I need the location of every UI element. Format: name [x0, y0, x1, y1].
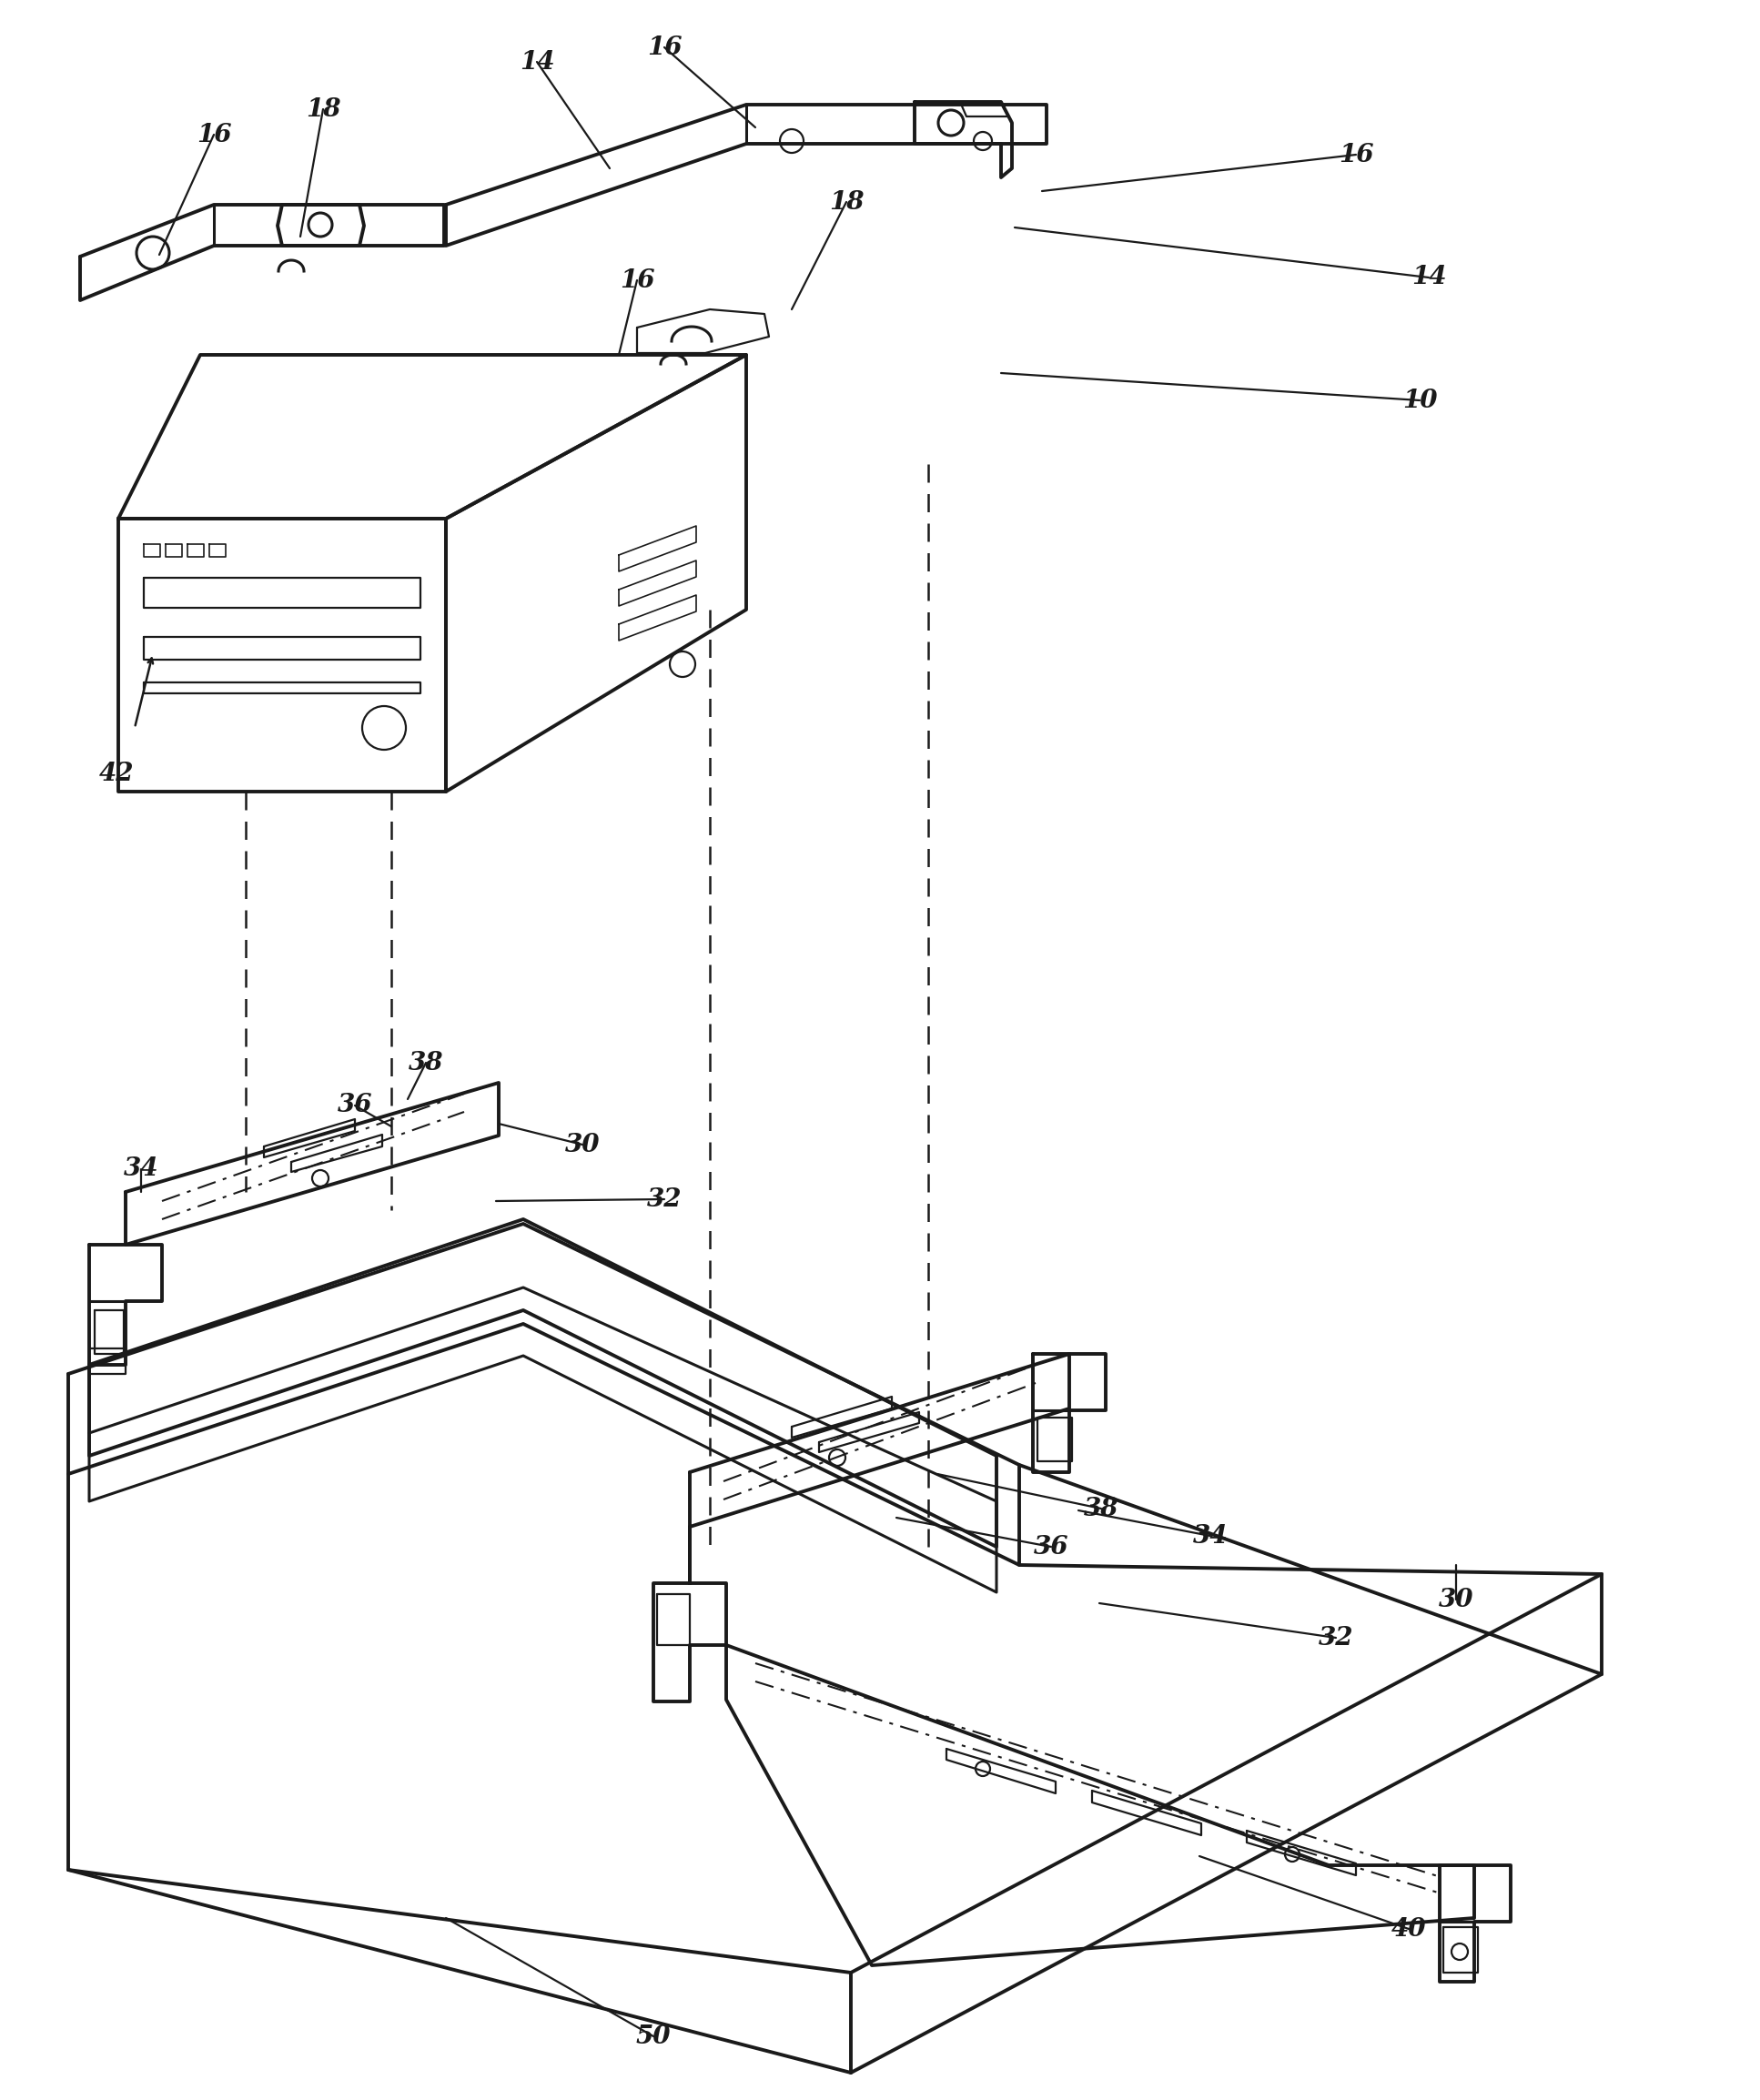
Text: 16: 16	[648, 36, 681, 59]
Text: 18: 18	[829, 189, 864, 214]
Text: 38: 38	[408, 1050, 444, 1075]
Text: 14: 14	[519, 50, 554, 74]
Text: 50: 50	[635, 2024, 671, 2050]
Text: 16: 16	[1338, 143, 1373, 168]
Text: 18: 18	[306, 97, 341, 122]
Text: 16: 16	[620, 269, 655, 292]
Text: 34: 34	[123, 1157, 158, 1182]
Text: 16: 16	[197, 122, 231, 147]
Text: 30: 30	[1438, 1588, 1473, 1613]
Text: 14: 14	[1412, 265, 1447, 290]
Text: 30: 30	[565, 1132, 600, 1157]
Text: 32: 32	[648, 1186, 681, 1212]
Text: 34: 34	[1193, 1525, 1228, 1548]
Text: 36: 36	[338, 1094, 373, 1117]
Text: 40: 40	[1390, 1917, 1426, 1940]
Text: 32: 32	[1318, 1625, 1353, 1651]
Text: 42: 42	[99, 760, 134, 785]
Text: 36: 36	[1033, 1535, 1068, 1558]
Text: 10: 10	[1403, 388, 1438, 412]
Text: 38: 38	[1084, 1497, 1119, 1520]
